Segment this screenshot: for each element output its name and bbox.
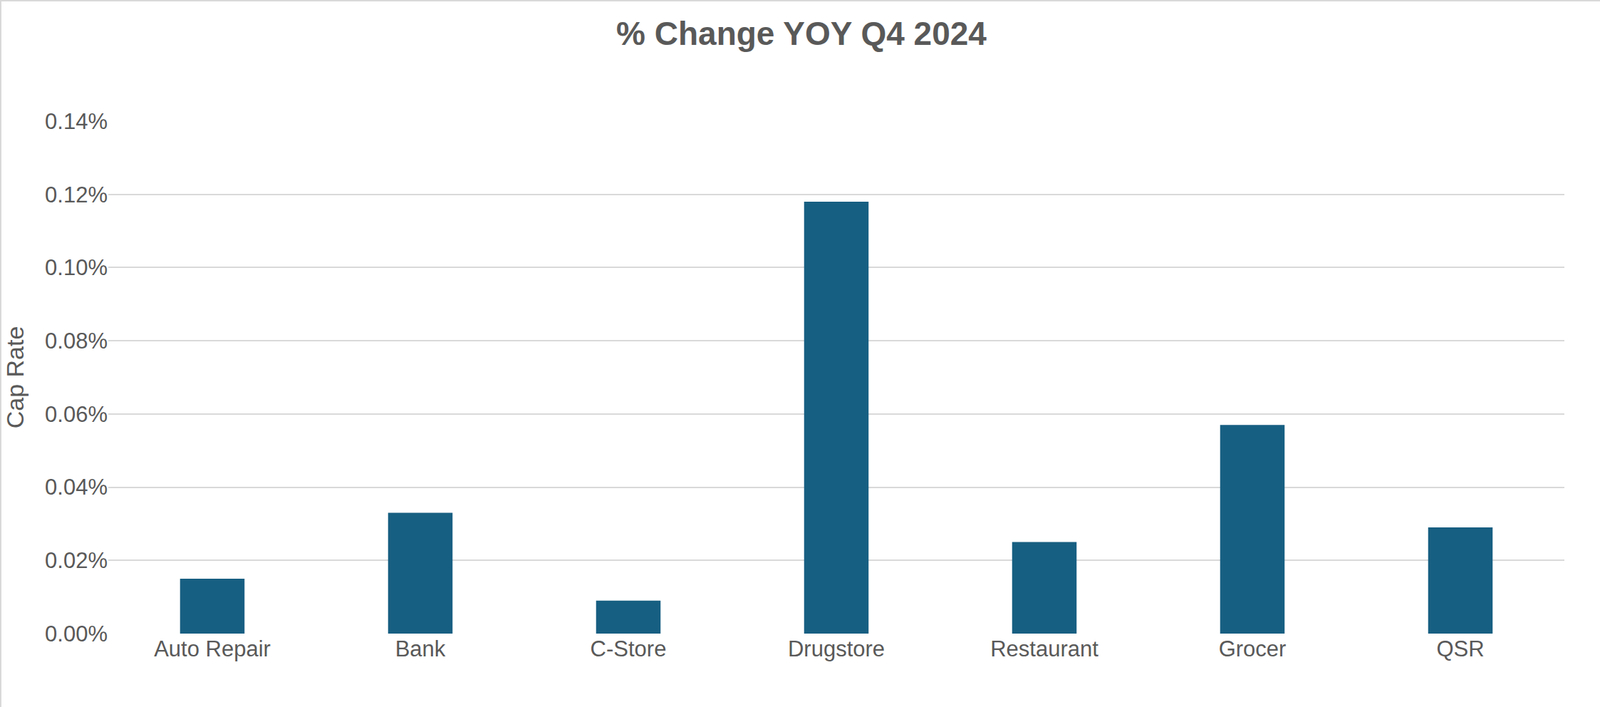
svg-text:0.04%: 0.04% bbox=[44, 474, 108, 500]
svg-text:Auto Repair: Auto Repair bbox=[153, 636, 271, 662]
svg-text:0.00%: 0.00% bbox=[44, 621, 108, 647]
svg-text:Bank: Bank bbox=[395, 636, 446, 662]
svg-text:Cap Rate: Cap Rate bbox=[1, 326, 29, 429]
svg-text:0.08%: 0.08% bbox=[44, 328, 108, 354]
svg-text:0.12%: 0.12% bbox=[44, 182, 108, 208]
svg-text:0.10%: 0.10% bbox=[44, 255, 108, 280]
svg-text:0.06%: 0.06% bbox=[44, 401, 108, 427]
svg-text:0.14%: 0.14% bbox=[44, 108, 108, 134]
svg-text:Drugstore: Drugstore bbox=[787, 636, 885, 662]
svg-text:0.02%: 0.02% bbox=[44, 547, 108, 573]
svg-text:Restaurant: Restaurant bbox=[990, 636, 1099, 662]
svg-text:% Change YOY Q4 2024: % Change YOY Q4 2024 bbox=[616, 14, 987, 53]
svg-text:Grocer: Grocer bbox=[1218, 636, 1287, 662]
svg-text:QSR: QSR bbox=[1436, 636, 1484, 662]
svg-text:C-Store: C-Store bbox=[590, 636, 667, 662]
